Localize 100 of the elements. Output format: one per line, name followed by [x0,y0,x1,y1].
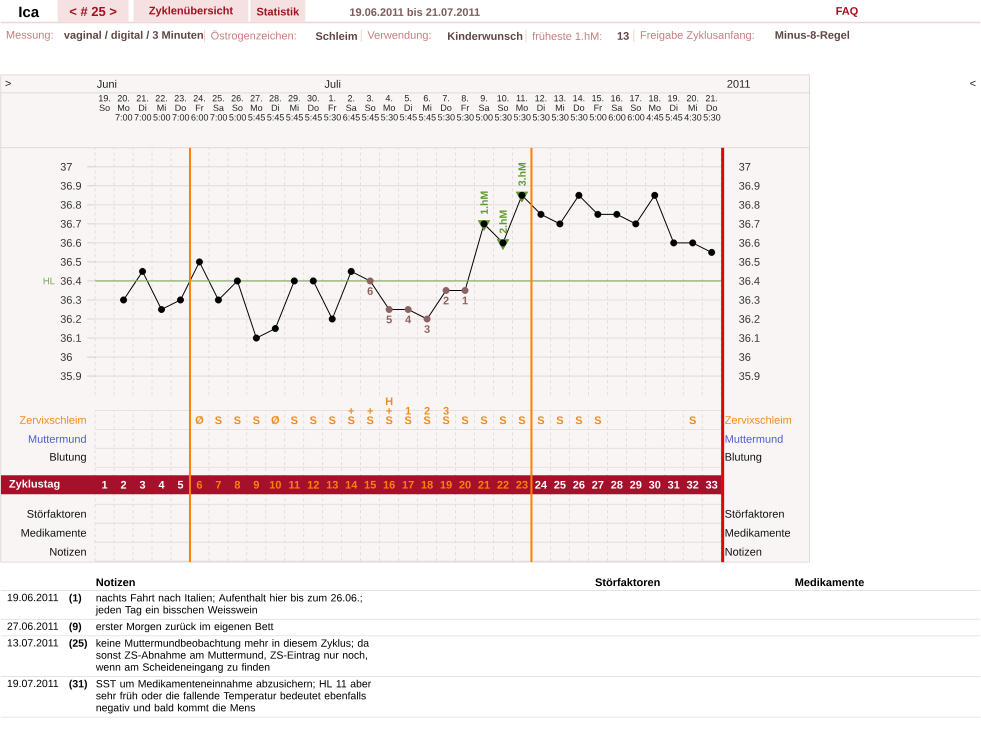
text: Schleim [316,32,357,40]
x-tick-label: 31 [668,480,680,489]
point [480,220,488,228]
x-tick-label: 21. Di 7:00 [134,95,152,121]
text: 19.06.2011 bis 21.07.2011 [350,8,480,16]
x-tick-label: 14. Do 5:30 [570,95,588,121]
point [366,278,374,285]
text: 27.06.2011 [7,622,58,630]
text: 19.07.2011 [8,680,58,688]
x-tick-label: 16 [384,480,395,489]
x-tick-label: 13. Mi 5:30 [552,95,569,121]
annotation: 1.hM [480,192,488,214]
x-tick-label: 19. So [99,95,110,112]
x-tick-label: 22. Mi 5:00 [153,95,170,121]
x-tick-label: 8 [234,480,240,489]
x-tick-label: 10 [270,480,281,489]
text: (25) [69,639,87,649]
text: Juni [96,80,116,88]
x-tick-label: 6. Mi 5:45 [418,95,436,121]
x-tick-label: 30 [648,480,660,489]
x-tick-label: 4. Mo 5:30 [381,95,398,121]
annotation: 3 [424,325,430,334]
text: 1 S [404,407,412,424]
x-tick-label: 25 [554,480,566,489]
annotation: 6 [368,287,373,295]
text: S [480,416,488,424]
x-tick-label: 1. Fr 5:30 [324,95,341,121]
x-tick-label: 21 [478,481,490,489]
y-tick-label: 36.9 [60,182,82,190]
text: S [290,416,298,424]
text: < # 25 > [70,6,116,16]
x-tick-label: 13 [326,480,338,489]
x-tick-label: 27 [592,481,604,489]
point [310,278,317,285]
x-tick-label: 22 [497,481,509,489]
text: 2 S [424,406,430,424]
text: 3 S [442,406,450,424]
text: S [462,416,468,424]
text: Messung: [6,31,53,41]
text: S [556,416,564,424]
x-tick-label: 2. Sa 6:45 [343,95,360,121]
ref-line-label: HL [44,278,55,284]
point [651,192,658,199]
point [348,268,355,276]
x-tick-label: 28. Di 5:45 [267,95,284,121]
point [670,239,678,246]
x-tick-label: 21. Do 5:30 [704,95,720,121]
y-tick-label: Muttermund [726,434,783,443]
text: SST um Medikamenteneinnahme abzusichern; HL 11 aber sehr früh oder die fallende Temperatur bedeutet ebenfalls negativ und bald kommt die Mens [96,680,372,714]
x-tick-label: 20. Mo 7:00 [116,95,132,121]
x-tick-label: 19. Di 5:45 [666,95,682,121]
x-tick-label: 32 [686,480,698,489]
point [499,239,506,246]
point [272,325,279,332]
point [120,296,128,304]
x-tick-label: 17. So 6:00 [628,95,644,121]
x-tick-label: 33 [706,480,718,489]
x-tick-label: 4 [158,481,164,489]
y-tick-label: 36.5 [60,258,82,266]
y-tick-label: 35.9 [60,372,82,380]
text: erster Morgen zurück im eigenen Bett [96,622,274,632]
text: Medikamente [795,578,864,586]
text: S [234,416,241,424]
x-tick-label: 1 [102,481,108,489]
text: S [518,416,526,424]
x-tick-label: 26. So 5:00 [229,95,246,121]
x-tick-label: 8. Fr 5:30 [456,95,474,121]
point [556,220,564,228]
annotation: 4 [405,316,412,324]
text: H + S [386,398,392,424]
x-tick-label: 12. Di 5:30 [532,95,550,121]
point [214,296,222,304]
text: Minus-8-Regel [776,30,850,42]
text: Notizen [96,578,135,586]
point [404,306,412,314]
text: Juli [324,80,340,88]
point [537,210,544,218]
x-tick-label: 3 [140,480,146,489]
x-tick-label: 12 [308,481,319,489]
x-tick-label: 9. Sa 5:00 [476,95,493,121]
text: (31) [69,680,87,690]
x-tick-label: 9 [254,480,260,489]
y-tick-label: 36.6 [60,239,82,247]
y-tick-label: Medikamente [726,528,790,537]
text: 13.07.2011 [8,639,58,647]
x-tick-label: 25. Sa 7:00 [210,95,228,121]
x-tick-label: 15 [364,481,376,489]
text: Ica [19,6,40,18]
text: S [310,416,316,424]
point [386,306,393,314]
x-tick-label: 27. Mo 5:45 [248,95,265,121]
y-tick-label: Notizen [726,548,762,556]
x-tick-label: 11. Mo 5:30 [514,95,531,121]
text: Ø [272,416,280,424]
point [424,316,431,323]
point [328,316,336,323]
point [632,220,640,228]
point [518,192,526,199]
x-tick-label: 19 [440,480,452,489]
text: Statistik [256,8,300,16]
